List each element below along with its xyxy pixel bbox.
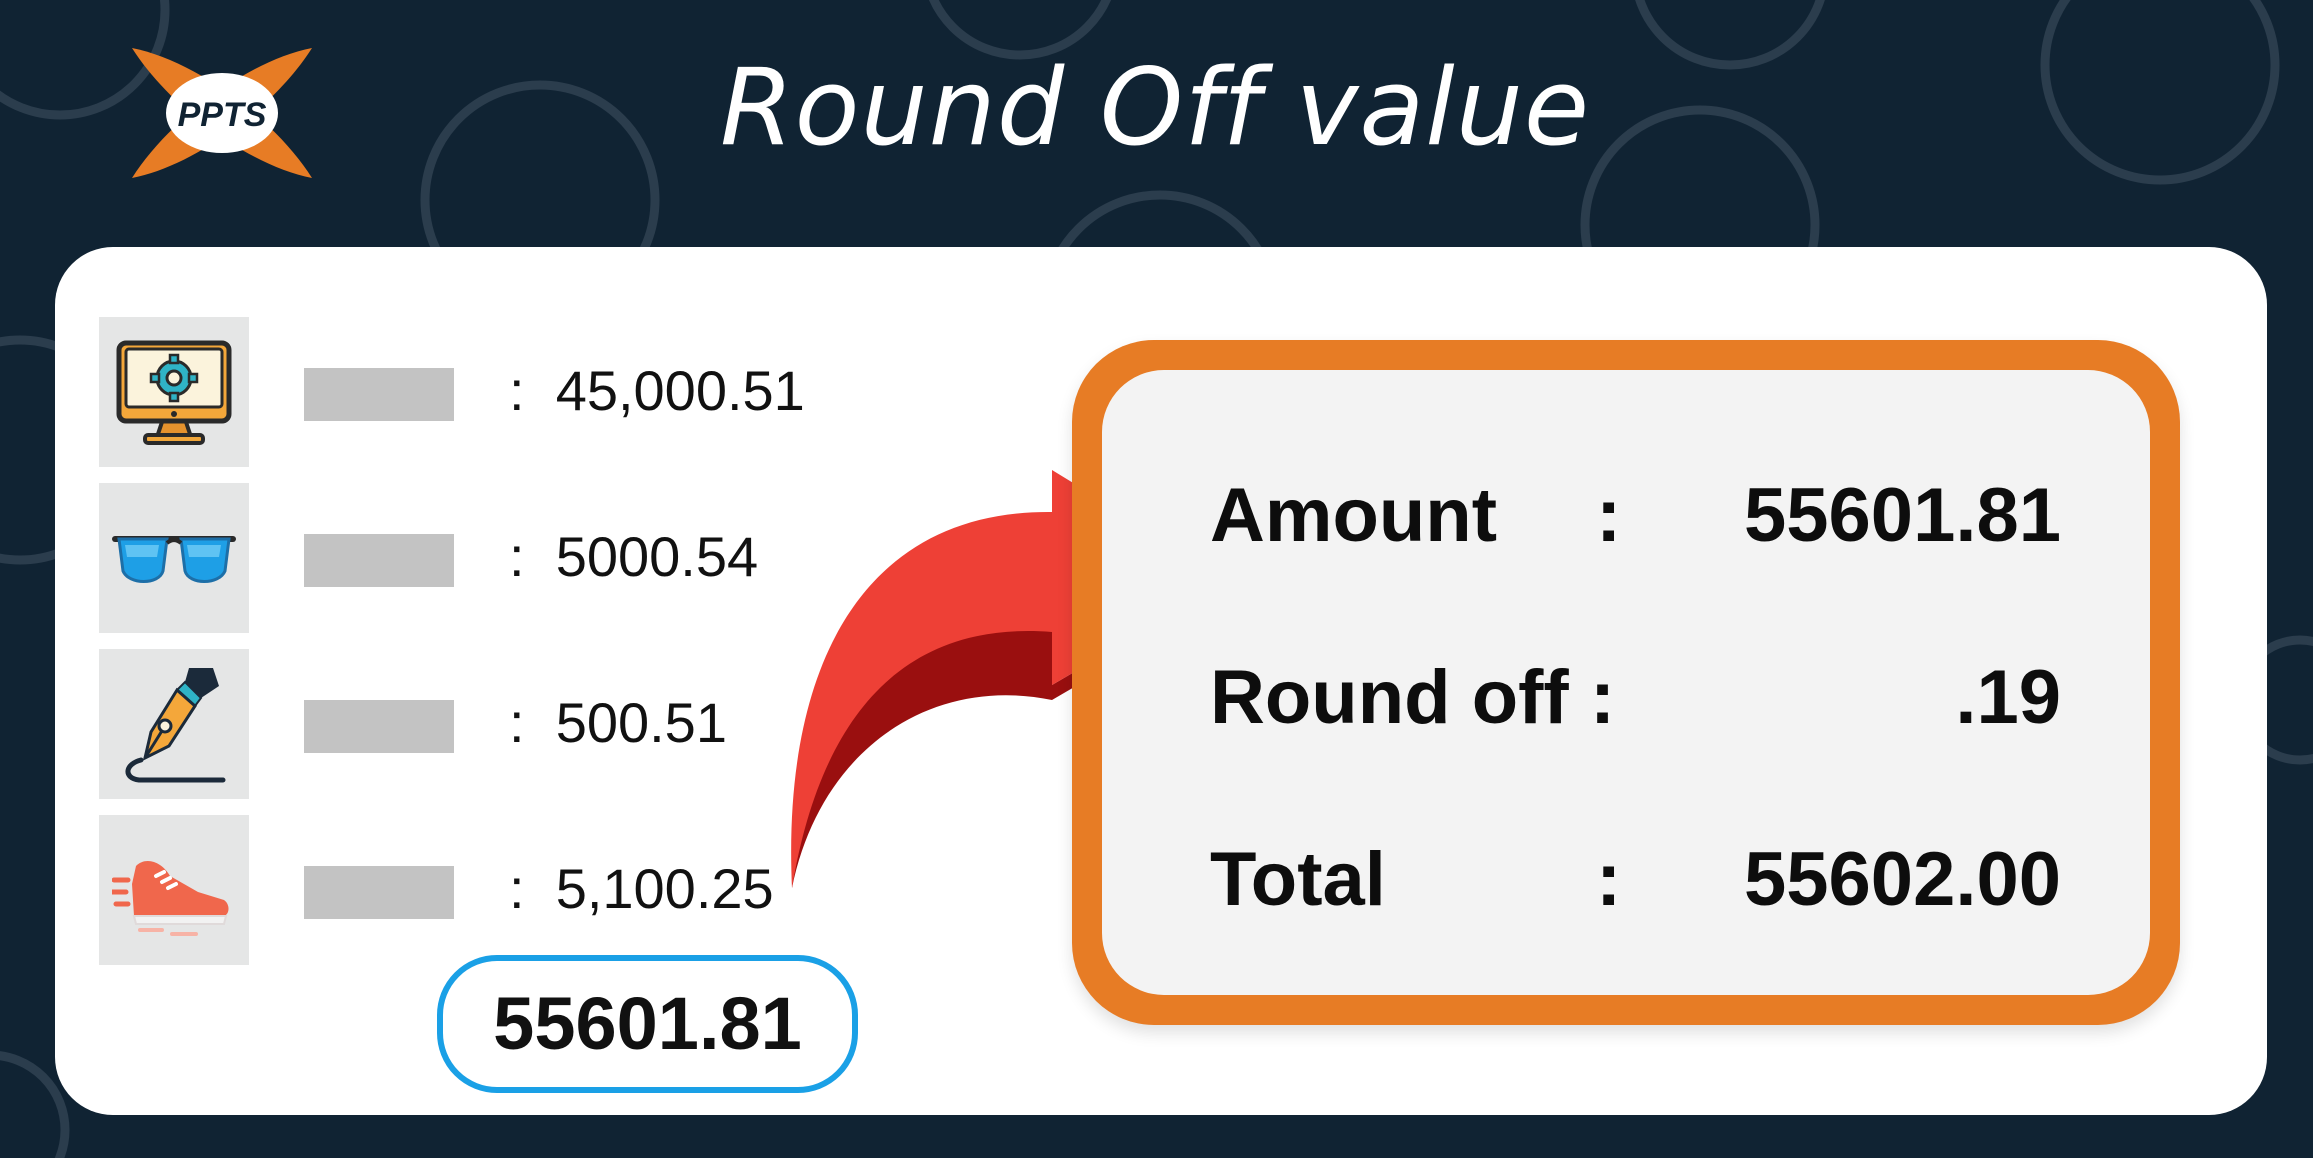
list-item: : 5000.54 (99, 483, 819, 633)
item-icon-box (99, 649, 249, 799)
item-icon-box (99, 317, 249, 467)
total-label: Total (1210, 837, 1386, 922)
item-value: : 500.51 (509, 689, 727, 756)
computer-settings-icon (116, 340, 232, 445)
item-amount: 45,000.51 (555, 359, 805, 422)
item-label-placeholder (304, 700, 454, 753)
fountain-pen-icon (125, 668, 226, 783)
item-icon-box (99, 483, 249, 633)
summary-box-inner (1102, 370, 2150, 995)
item-label-placeholder (304, 368, 454, 421)
ppts-logo: PPTS (132, 48, 312, 178)
amount-label: Amount (1210, 473, 1498, 558)
amount-colon: : (1596, 473, 1622, 558)
round-off-value: .19 (1955, 655, 2061, 740)
item-label-placeholder (304, 534, 454, 587)
item-separator: : (509, 691, 525, 754)
list-item: : 5,100.25 (99, 815, 819, 965)
sunglasses-icon (112, 536, 236, 583)
item-icon-box (99, 815, 249, 965)
item-label-placeholder (304, 866, 454, 919)
item-value: : 45,000.51 (509, 357, 805, 424)
sneaker-icon (112, 861, 229, 936)
summary-box (1072, 340, 2180, 1025)
page-title: Round Off value (720, 46, 1591, 169)
logo-text: PPTS (178, 96, 267, 134)
total-colon: : (1596, 837, 1622, 922)
list-item: : 45,000.51 (99, 317, 819, 467)
amount-value: 55601.81 (1744, 473, 2061, 558)
item-value: : 5000.54 (509, 523, 758, 590)
item-separator: : (509, 359, 525, 422)
list-item: : 500.51 (99, 649, 819, 799)
item-amount: 5,100.25 (555, 857, 774, 920)
round-off-label: Round off : (1210, 655, 1616, 740)
total-value: 55602.00 (1744, 837, 2061, 922)
item-amount: 5000.54 (555, 525, 759, 588)
item-separator: : (509, 857, 525, 920)
subtotal-box: 55601.81 (437, 955, 858, 1093)
item-value: : 5,100.25 (509, 855, 774, 922)
item-amount: 500.51 (555, 691, 727, 754)
item-separator: : (509, 525, 525, 588)
